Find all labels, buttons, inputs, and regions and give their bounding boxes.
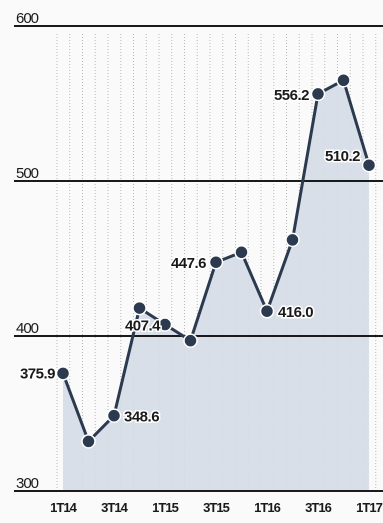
data-point — [310, 86, 326, 102]
data-label: 407.4 — [125, 318, 161, 335]
data-point — [361, 157, 377, 173]
y-tick-label: 400 — [16, 320, 39, 337]
y-tick-label: 300 — [16, 475, 39, 492]
x-tick-label: 3T14 — [101, 500, 128, 515]
data-point — [259, 303, 275, 319]
data-labels: 375.9 348.6 407.4 447.6 416.0 556.2 510.2 — [18, 85, 362, 427]
data-label: 375.9 — [20, 365, 55, 382]
data-points — [55, 73, 377, 449]
data-label: 556.2 — [274, 87, 309, 104]
data-point — [132, 300, 147, 316]
data-point — [81, 434, 96, 449]
data-label: 348.6 — [124, 409, 159, 426]
data-point — [183, 333, 198, 348]
y-tick-label: 500 — [16, 165, 39, 182]
x-tick-label: 1T16 — [254, 500, 280, 515]
data-point — [208, 254, 224, 270]
x-tick-label: 1T14 — [50, 500, 77, 515]
data-point — [55, 366, 71, 381]
data-point — [157, 317, 173, 332]
data-label: 447.6 — [171, 255, 206, 272]
x-tick-label: 1T17 — [356, 500, 382, 515]
x-axis-ticks: 1T14 3T14 1T15 3T15 1T16 3T16 1T17 — [50, 500, 383, 515]
data-label: 510.2 — [325, 148, 360, 165]
x-tick-label: 1T15 — [152, 500, 178, 515]
data-point — [336, 73, 351, 88]
series-area — [63, 80, 369, 491]
data-point — [234, 245, 249, 260]
y-tick-label: 600 — [16, 10, 39, 27]
horizontal-grid: 300 400 500 600 — [14, 10, 383, 492]
x-tick-label: 3T16 — [305, 500, 331, 515]
data-label: 416.0 — [278, 304, 313, 321]
data-point — [285, 232, 300, 248]
data-point — [106, 408, 122, 423]
x-tick-label: 3T15 — [203, 500, 229, 515]
